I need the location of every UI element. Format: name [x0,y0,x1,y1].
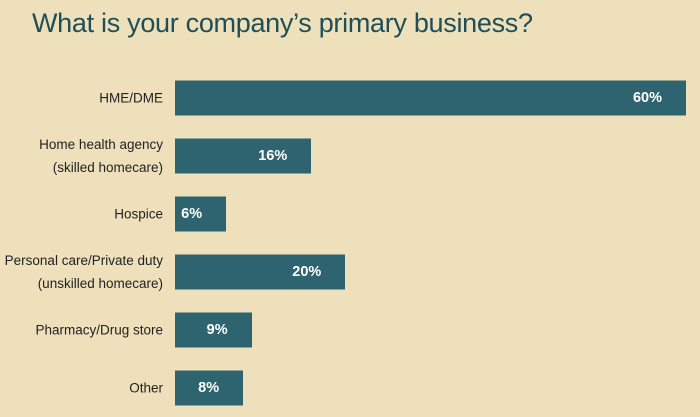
bar [175,80,686,116]
value-label: 60% [632,90,662,106]
category-label: HME/DME [99,90,163,106]
value-label: 6% [181,206,203,222]
bar [175,370,244,406]
category-label: Personal care/Private duty (unskilled ho… [4,253,163,291]
chart-title: What is your company’s primary business? [32,8,533,38]
value-label: 20% [292,264,322,280]
category-label: Other [129,380,163,396]
category-label: Pharmacy/Drug store [35,322,163,338]
bar [175,196,227,232]
bar [175,312,252,348]
bar [175,138,312,174]
category-label: Hospice [114,206,163,222]
value-label: 8% [198,380,220,396]
bar [175,254,346,290]
value-label: 16% [258,148,288,164]
category-label: Home health agency (skilled homecare) [39,137,163,175]
value-label: 9% [206,322,228,338]
